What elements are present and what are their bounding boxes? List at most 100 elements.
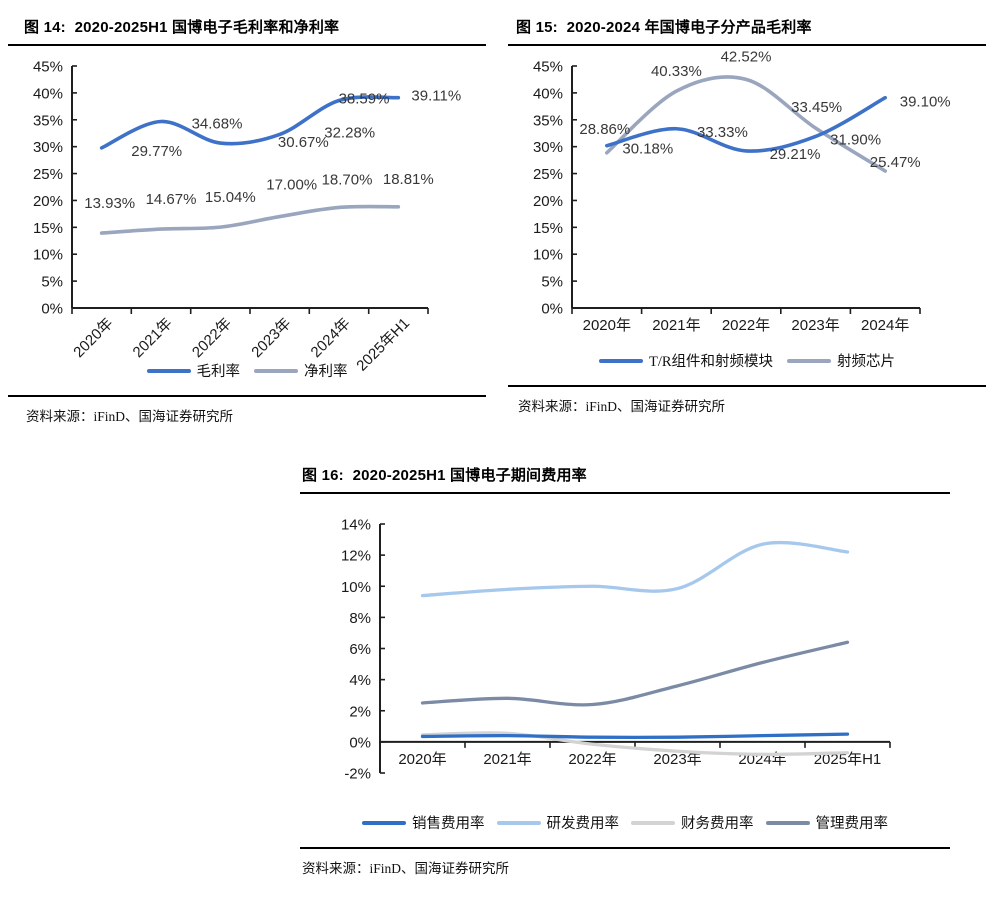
svg-text:2023年: 2023年 [791, 317, 839, 334]
legend-label: 管理费用率 [815, 816, 889, 832]
svg-text:2023年: 2023年 [248, 315, 294, 361]
legend-item: 射频芯片 [787, 350, 895, 371]
svg-text:12%: 12% [341, 548, 371, 565]
svg-text:2024年: 2024年 [308, 315, 354, 361]
svg-text:5%: 5% [541, 274, 563, 291]
svg-text:2021年: 2021年 [130, 315, 176, 361]
legend-item: T/R组件和射频模块 [598, 350, 774, 371]
svg-text:2024年: 2024年 [861, 317, 909, 334]
svg-text:0%: 0% [349, 734, 371, 751]
svg-text:25%: 25% [33, 166, 63, 183]
figure-14-source-text: 资料来源：iFinD、国海证券研究所 [26, 409, 234, 424]
figure-16-line-chart: 14% 12% 10% 8% 6% 4% 2% 0% -2% 2020年 2021年 2022年 202… [341, 517, 891, 783]
figure-14-panel: 图 14: 2020-2025H1 国博电子毛利率和净利率 45% 40% 35% 3… [8, 6, 486, 428]
svg-text:30.18%: 30.18% [622, 141, 673, 158]
svg-text:45%: 45% [533, 59, 563, 76]
svg-text:29.21%: 29.21% [770, 146, 821, 163]
legend-item: 毛利率 [146, 360, 241, 381]
svg-text:35%: 35% [533, 112, 563, 129]
svg-text:2023年: 2023年 [653, 751, 701, 768]
legend-item: 净利率 [254, 360, 348, 381]
figure-16-legend: 销售费用率 研发费用率 财务费用率 管理费用率 [300, 812, 950, 833]
svg-text:40%: 40% [533, 85, 563, 102]
svg-text:14%: 14% [341, 517, 371, 534]
svg-text:2022年: 2022年 [189, 315, 235, 361]
figure-16-panel: 图 16: 2020-2025H1 国博电子期间费用率 14% 12% 10% 8% 6… [300, 454, 950, 880]
svg-text:0%: 0% [541, 301, 563, 318]
svg-text:39.10%: 39.10% [900, 94, 951, 111]
svg-text:15%: 15% [33, 220, 63, 237]
svg-text:14.67%: 14.67% [146, 191, 197, 208]
svg-text:32.28%: 32.28% [324, 124, 375, 141]
figure-15-source-row: 资料来源：iFinD、国海证券研究所 [508, 385, 986, 418]
figure-15-legend: T/R组件和射频模块 射频芯片 [508, 350, 986, 371]
svg-text:17.00%: 17.00% [266, 177, 317, 194]
svg-text:42.52%: 42.52% [721, 48, 772, 65]
legend-label: 毛利率 [196, 364, 241, 380]
legend-label: 财务费用率 [681, 816, 754, 832]
svg-text:8%: 8% [349, 610, 371, 627]
figure-15-panel: 图 15: 2020-2024 年国博电子分产品毛利率 45% 40% 35% 30%… [508, 6, 986, 428]
svg-text:2%: 2% [349, 703, 371, 720]
svg-text:2022年: 2022年 [568, 751, 616, 768]
svg-text:4%: 4% [349, 672, 371, 689]
legend-item: 销售费用率 [362, 812, 485, 833]
svg-text:2021年: 2021年 [483, 751, 531, 768]
svg-text:10%: 10% [533, 247, 563, 264]
svg-text:38.59%: 38.59% [339, 91, 390, 108]
legend-item: 研发费用率 [496, 812, 620, 833]
svg-text:30.67%: 30.67% [278, 134, 329, 151]
svg-text:2022年: 2022年 [722, 317, 770, 334]
svg-text:33.33%: 33.33% [697, 124, 748, 141]
figure-16-chart: 14% 12% 10% 8% 6% 4% 2% 0% -2% 2020年 2021年 2022年 202… [300, 494, 950, 833]
legend-line-swatch [787, 358, 832, 363]
legend-line-swatch [765, 820, 810, 825]
svg-text:2020年: 2020年 [398, 751, 446, 768]
legend-line-swatch [146, 368, 191, 373]
svg-text:6%: 6% [349, 641, 371, 658]
figure-15-title: 图 15: 2020-2024 年国博电子分产品毛利率 [508, 6, 986, 46]
figure-14-line-chart: 45% 40% 35% 30% 25% 20% 15% 10% 5% 0% 2020年 2021年 20… [33, 59, 461, 375]
svg-text:15%: 15% [533, 220, 563, 237]
svg-text:5%: 5% [41, 274, 63, 291]
figure-15-chart: 45% 40% 35% 30% 25% 20% 15% 10% 5% 0% 2020年 2021年 20… [508, 46, 986, 371]
svg-text:25.47%: 25.47% [870, 154, 921, 171]
legend-line-swatch [598, 358, 643, 363]
svg-text:25%: 25% [533, 166, 563, 183]
svg-text:45%: 45% [33, 59, 63, 76]
svg-text:39.11%: 39.11% [411, 88, 461, 105]
figure-14-legend: 毛利率 净利率 [8, 360, 486, 381]
legend-line-swatch [362, 820, 406, 825]
svg-text:10%: 10% [341, 579, 371, 596]
legend-label: 研发费用率 [546, 816, 620, 832]
svg-text:40.33%: 40.33% [651, 63, 702, 80]
figure-16-source-text: 资料来源：iFinD、国海证券研究所 [302, 861, 510, 876]
legend-label: T/R组件和射频模块 [648, 354, 774, 370]
figure-15-line-chart: 45% 40% 35% 30% 25% 20% 15% 10% 5% 0% 2020年 2021年 20… [533, 48, 951, 334]
svg-text:30%: 30% [33, 139, 63, 156]
svg-text:31.90%: 31.90% [830, 131, 881, 148]
figure-14-title: 图 14: 2020-2025H1 国博电子毛利率和净利率 [8, 6, 486, 46]
top-figures-row: 图 14: 2020-2025H1 国博电子毛利率和净利率 45% 40% 35% 3… [0, 6, 992, 428]
legend-label: 净利率 [304, 364, 348, 380]
legend-item: 财务费用率 [631, 812, 754, 833]
figure-14-source-row: 资料来源：iFinD、国海证券研究所 [8, 395, 486, 428]
legend-label: 射频芯片 [837, 354, 896, 370]
svg-text:18.81%: 18.81% [383, 171, 434, 188]
figure-16-source-row: 资料来源：iFinD、国海证券研究所 [300, 847, 950, 880]
figure-15-source-text: 资料来源：iFinD、国海证券研究所 [518, 399, 726, 414]
legend-label: 销售费用率 [412, 816, 485, 832]
svg-text:20%: 20% [533, 193, 563, 210]
svg-text:15.04%: 15.04% [205, 189, 256, 206]
svg-text:-2%: -2% [344, 766, 371, 783]
svg-text:40%: 40% [33, 85, 63, 102]
legend-line-swatch [631, 820, 675, 825]
svg-text:33.45%: 33.45% [791, 99, 842, 116]
svg-text:30%: 30% [533, 139, 563, 156]
svg-text:2025年H1: 2025年H1 [814, 751, 882, 768]
svg-text:2020年: 2020年 [70, 315, 116, 361]
svg-text:2020年: 2020年 [583, 317, 631, 334]
svg-text:10%: 10% [33, 247, 63, 264]
svg-text:20%: 20% [33, 193, 63, 210]
figure-14-chart: 45% 40% 35% 30% 25% 20% 15% 10% 5% 0% 2020年 2021年 20… [8, 46, 486, 381]
